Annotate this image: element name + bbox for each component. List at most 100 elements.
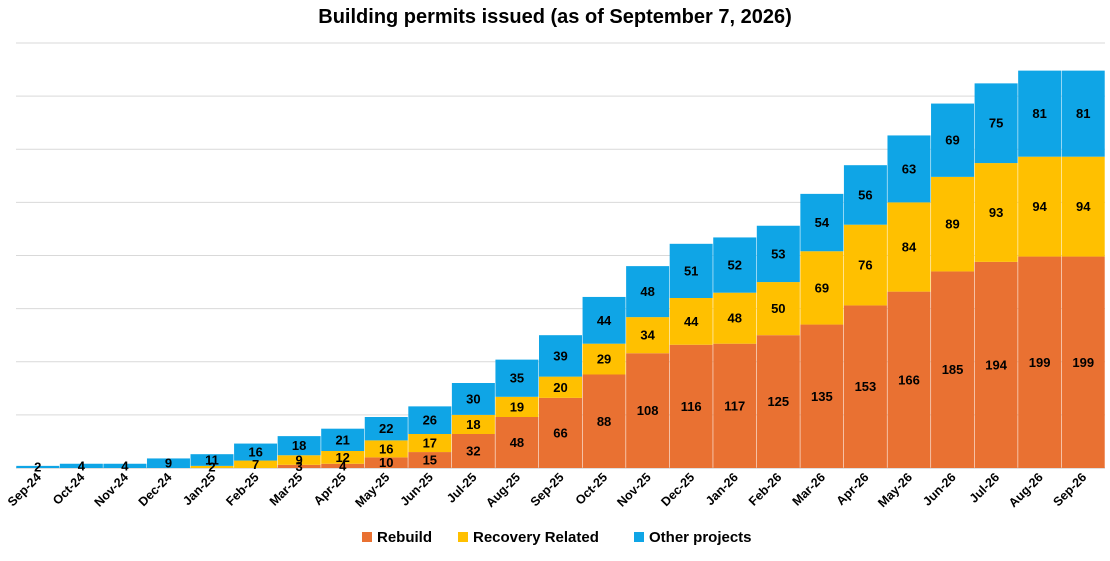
bar-recovery-related — [931, 176, 975, 272]
bar-rebuild — [800, 324, 844, 468]
data-label: 19 — [510, 399, 524, 414]
bar-rebuild — [843, 305, 887, 468]
data-label: 10 — [379, 455, 393, 470]
data-label: 22 — [379, 421, 393, 436]
x-tick-label: Jan-25 — [180, 470, 218, 508]
data-label: 69 — [815, 280, 829, 295]
x-tick-label: Jul-26 — [967, 470, 1002, 505]
data-label: 116 — [681, 399, 702, 414]
data-label: 52 — [728, 258, 742, 273]
x-tick-label: Mar-25 — [267, 470, 305, 508]
data-label: 199 — [1029, 355, 1051, 370]
data-label: 11 — [205, 453, 219, 468]
bar-recovery-related — [1018, 156, 1062, 257]
legend-label: Recovery Related — [473, 529, 599, 546]
bar-recovery-related — [1061, 156, 1105, 257]
data-label: 75 — [989, 116, 1003, 131]
data-label: 44 — [684, 314, 699, 329]
data-label: 34 — [640, 328, 655, 343]
data-label: 54 — [815, 215, 830, 230]
data-label: 51 — [684, 263, 698, 278]
bar-recovery-related — [234, 460, 278, 468]
x-tick-label: Mar-26 — [790, 470, 828, 508]
bar-recovery-related — [408, 434, 452, 453]
data-label: 66 — [553, 425, 567, 440]
bar-rebuild — [974, 261, 1018, 468]
data-label: 16 — [379, 441, 393, 456]
bar-other-projects — [887, 135, 931, 203]
legend-label: Rebuild — [377, 529, 432, 546]
x-tick-label: Jul-25 — [444, 470, 479, 505]
x-tick-label: Aug-25 — [483, 470, 523, 510]
bar-recovery-related — [713, 292, 757, 344]
data-label: 94 — [1032, 199, 1047, 214]
bar-other-projects — [713, 237, 757, 293]
bar-other-projects — [277, 436, 321, 456]
x-tick-label: Sep-24 — [5, 470, 44, 509]
x-tick-label: Jan-26 — [703, 470, 741, 508]
data-label: 81 — [1032, 106, 1046, 121]
legend-swatch — [362, 532, 372, 542]
data-label: 18 — [466, 417, 480, 432]
bar-other-projects — [1061, 70, 1105, 157]
x-axis-ticks: Sep-24 Oct-24 Nov-24 Dec-24 Jan-25 Feb-25 Mar-… — [5, 470, 1089, 510]
bar-other-projects — [408, 406, 452, 434]
data-label: 2 — [34, 459, 41, 474]
x-tick-label: Aug-26 — [1006, 470, 1046, 510]
bar-rebuild — [1061, 256, 1105, 468]
bar-rebuild — [408, 452, 452, 468]
data-label: 48 — [728, 311, 742, 326]
data-label: 21 — [335, 432, 349, 447]
data-label: 30 — [466, 391, 480, 406]
data-label: 185 — [942, 362, 964, 377]
bar-rebuild — [887, 291, 931, 468]
bar-other-projects — [495, 359, 539, 397]
legend-swatch — [458, 532, 468, 542]
bar-recovery-related — [887, 202, 931, 292]
bar-recovery-related — [843, 224, 887, 306]
bar-rebuild — [713, 343, 757, 468]
bar-rebuild — [277, 464, 321, 468]
x-tick-label: Sep-26 — [1050, 470, 1089, 509]
data-label: 63 — [902, 161, 916, 176]
data-label: 32 — [466, 444, 480, 459]
legend-swatch — [634, 532, 644, 542]
x-tick-label: Apr-25 — [311, 470, 349, 508]
data-label: 166 — [898, 372, 920, 387]
bar-other-projects — [582, 296, 626, 344]
bar-other-projects — [539, 335, 582, 377]
x-tick-label: Jun-26 — [920, 470, 958, 508]
bar-other-projects — [800, 193, 844, 252]
chart-title: Building permits issued (as of September… — [318, 6, 792, 28]
data-label: 29 — [597, 352, 611, 367]
data-label: 44 — [597, 313, 612, 328]
data-label: 81 — [1076, 106, 1090, 121]
x-tick-label: Sep-25 — [528, 470, 567, 509]
data-label: 18 — [292, 438, 306, 453]
data-label: 50 — [771, 301, 785, 316]
data-label: 94 — [1076, 199, 1091, 214]
data-label: 48 — [640, 284, 654, 299]
bar-other-projects — [974, 83, 1018, 164]
bar-recovery-related — [626, 317, 670, 354]
x-tick-label: Jun-25 — [398, 470, 436, 508]
bar-recovery-related — [539, 376, 582, 398]
data-label: 39 — [553, 348, 567, 363]
x-tick-label: Nov-25 — [614, 470, 653, 509]
data-label: 2 — [208, 459, 215, 474]
data-label: 56 — [858, 187, 872, 202]
bar-other-projects — [626, 266, 670, 318]
data-label: 4 — [339, 458, 347, 473]
data-label: 4 — [121, 458, 129, 473]
bar-recovery-related — [364, 440, 408, 458]
data-label: 89 — [945, 217, 959, 232]
bar-other-projects — [931, 103, 975, 177]
bar-recovery-related — [669, 298, 713, 345]
x-tick-label: May-26 — [875, 470, 915, 510]
bar-rebuild — [321, 463, 365, 468]
x-tick-label: Feb-26 — [746, 470, 784, 508]
data-label: 93 — [989, 205, 1003, 220]
data-label: 12 — [335, 450, 349, 465]
data-label: 26 — [423, 413, 437, 428]
